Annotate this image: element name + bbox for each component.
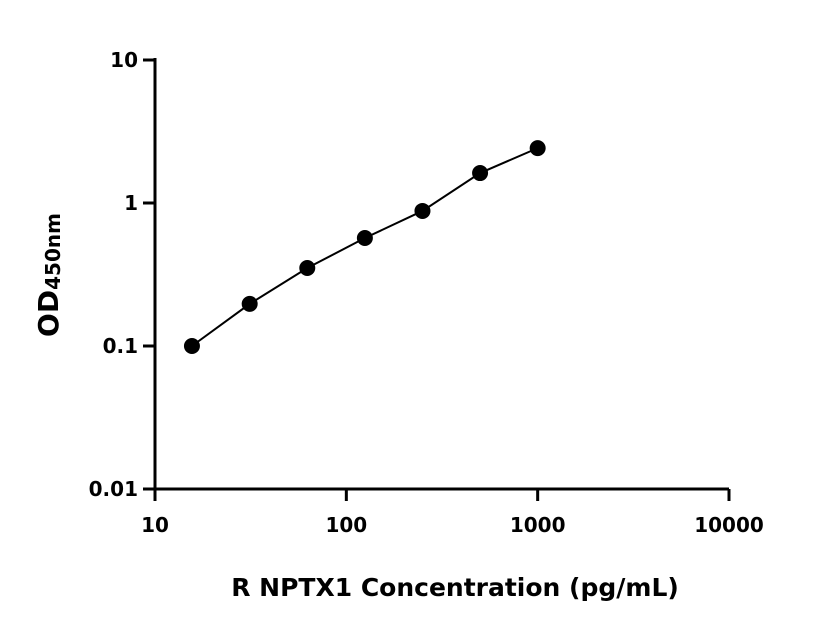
data-point [299, 260, 316, 277]
x-tick-label: 10 [141, 513, 169, 537]
y-tick-label: 0.1 [103, 334, 138, 358]
y-tick-label: 1 [124, 191, 138, 215]
axes [143, 58, 731, 501]
x-tick-label: 100 [325, 513, 367, 537]
y-axis-title-main: OD [32, 290, 65, 337]
data-point [241, 295, 258, 312]
tick-labels: 10 100 1000 10000 0.01 0.1 1 10 [89, 48, 764, 537]
data-point [529, 140, 546, 157]
x-tick-label: 1000 [510, 513, 566, 537]
data-point [414, 202, 431, 219]
data-point [356, 230, 373, 247]
y-tick-label: 0.01 [89, 477, 138, 501]
y-axis-title: OD450nm [32, 213, 65, 337]
y-axis-title-sub: 450nm [41, 213, 65, 290]
x-tick-label: 10000 [694, 513, 764, 537]
data-points [183, 140, 546, 354]
data-point [472, 165, 489, 182]
y-tick-label: 10 [110, 48, 138, 72]
x-axis-title: R NPTX1 Concentration (pg/mL) [231, 573, 679, 602]
data-point [183, 338, 200, 354]
